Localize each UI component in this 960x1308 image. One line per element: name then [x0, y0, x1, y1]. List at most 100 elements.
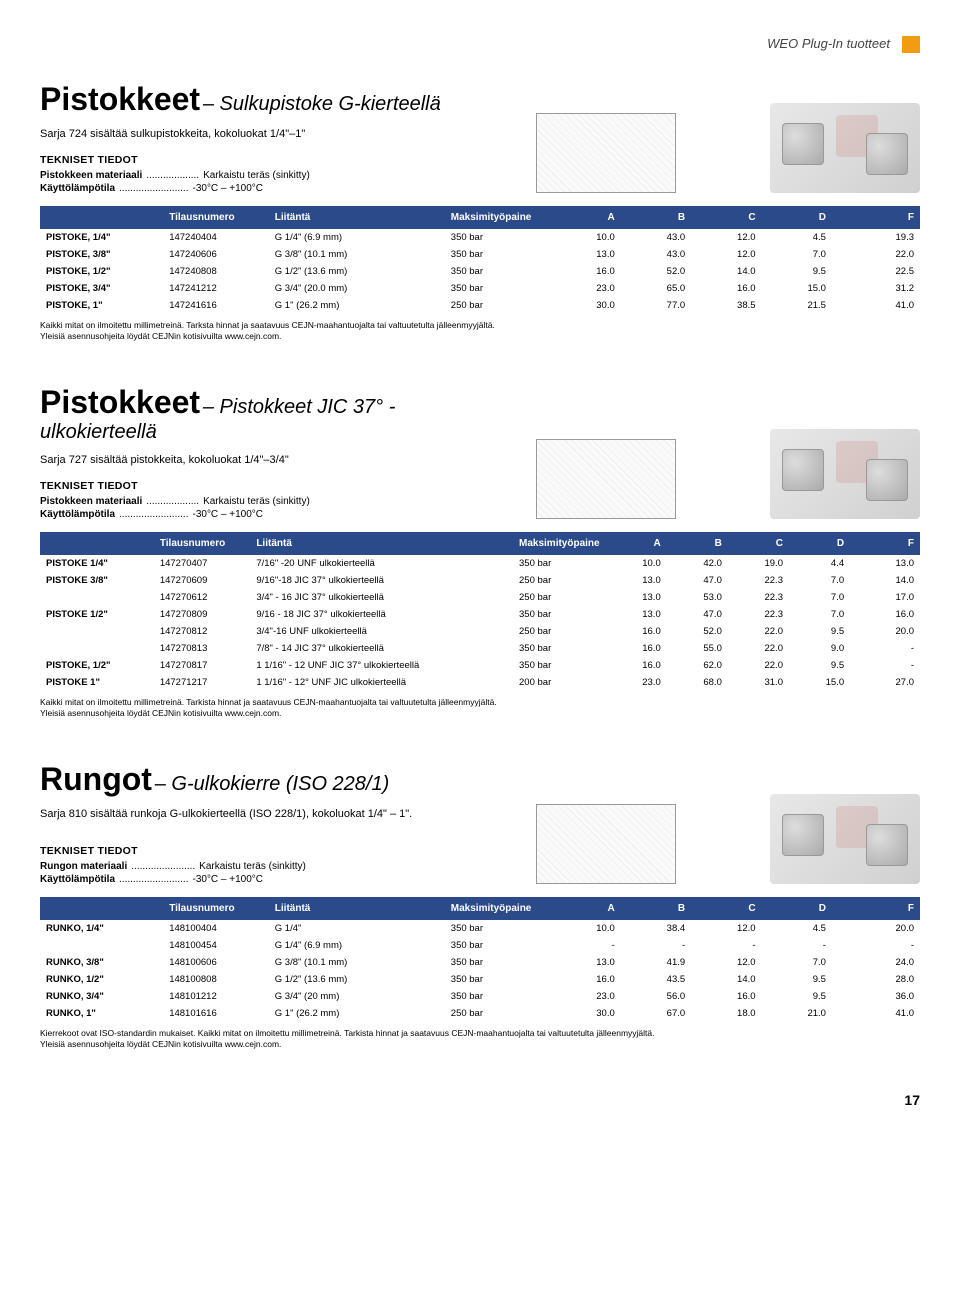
cell-conn: G 3/4" (20.0 mm) — [269, 280, 445, 297]
specs-row: Käyttölämpötila.........................… — [40, 509, 498, 520]
cell-conn: G 1/4" (6.9 mm) — [269, 229, 445, 246]
cell-f: 27.0 — [850, 674, 920, 691]
cell-mp: 350 bar — [445, 954, 551, 971]
row-label: PISTOKE 1/2" — [40, 606, 154, 623]
s2-specs: Pistokkeen materiaali...................… — [40, 496, 498, 520]
table-row: 1472708137/8" - 14 JIC 37° ulkokierteell… — [40, 640, 920, 657]
cell-f: 22.5 — [832, 263, 920, 280]
cell-c: 12.0 — [691, 920, 761, 937]
cell-d: 9.5 — [762, 988, 832, 1005]
cell-pn: 147240808 — [163, 263, 269, 280]
table-row: RUNKO, 3/8"148100606G 3/8" (10.1 mm)350 … — [40, 954, 920, 971]
specs-label: Pistokkeen materiaali — [40, 170, 142, 181]
cell-mp: 350 bar — [445, 263, 551, 280]
col-mp: Maksimityöpaine — [513, 532, 606, 555]
cell-c: 16.0 — [691, 988, 761, 1005]
col-c: C — [691, 897, 761, 920]
cell-b: - — [621, 937, 691, 954]
cell-a: 13.0 — [550, 954, 620, 971]
specs-value: -30°C – +100°C — [192, 874, 263, 885]
cell-d: 4.5 — [762, 229, 832, 246]
row-label: RUNKO, 3/8" — [40, 954, 163, 971]
s2-diagram — [536, 439, 676, 519]
specs-value: -30°C – +100°C — [192, 509, 263, 520]
table-row: PISTOKE 3/8"1472706099/16"-18 JIC 37° ul… — [40, 572, 920, 589]
col-pn: Tilausnumero — [163, 206, 269, 229]
cell-mp: 250 bar — [513, 623, 606, 640]
cell-mp: 350 bar — [513, 640, 606, 657]
cell-d: 7.0 — [789, 589, 850, 606]
cell-f: 13.0 — [850, 555, 920, 572]
row-label — [40, 589, 154, 606]
s3-footnote: Kierrekoot ovat ISO-standardin mukaiset.… — [40, 1028, 920, 1050]
cell-f: 24.0 — [832, 954, 920, 971]
cell-conn: G 1/2" (13.6 mm) — [269, 263, 445, 280]
col-pn: Tilausnumero — [154, 532, 251, 555]
cell-conn: G 1" (26.2 mm) — [269, 297, 445, 314]
cell-pn: 147271217 — [154, 674, 251, 691]
specs-dots: ......................... — [119, 874, 188, 885]
cell-mp: 350 bar — [445, 920, 551, 937]
s3-title: Rungot — [40, 761, 152, 797]
cell-pn: 148100454 — [163, 937, 269, 954]
table-row: RUNKO, 1/4"148100404G 1/4"350 bar10.038.… — [40, 920, 920, 937]
section-2: Pistokkeet – Pistokkeet JIC 37° -ulkokie… — [40, 384, 920, 719]
cell-b: 53.0 — [667, 589, 728, 606]
page-header: WEO Plug-In tuotteet — [40, 36, 920, 53]
cell-b: 43.5 — [621, 971, 691, 988]
cell-d: 9.5 — [789, 623, 850, 640]
row-label: PISTOKE, 3/8" — [40, 246, 163, 263]
s1-intro: Sarja 724 sisältää sulkupistokkeita, kok… — [40, 128, 498, 140]
specs-dots: ......................... — [119, 509, 188, 520]
col-mp: Maksimityöpaine — [445, 206, 551, 229]
cell-mp: 250 bar — [445, 1005, 551, 1022]
specs-dots: ................... — [146, 496, 199, 507]
cell-b: 42.0 — [667, 555, 728, 572]
s2-table: Tilausnumero Liitäntä Maksimityöpaine A … — [40, 532, 920, 691]
row-label: RUNKO, 1" — [40, 1005, 163, 1022]
s3-specs-head: TEKNISET TIEDOT — [40, 845, 498, 857]
cell-a: 10.0 — [550, 920, 620, 937]
cell-pn: 147241616 — [163, 297, 269, 314]
col-d: D — [762, 897, 832, 920]
table-row: PISTOKE, 1"147241616G 1" (26.2 mm)250 ba… — [40, 297, 920, 314]
s3-table: Tilausnumero Liitäntä Maksimityöpaine A … — [40, 897, 920, 1022]
col-f: F — [832, 206, 920, 229]
s2-product-image — [770, 429, 920, 519]
cell-pn: 147270612 — [154, 589, 251, 606]
cell-d: 7.0 — [762, 246, 832, 263]
specs-row: Käyttölämpötila.........................… — [40, 874, 498, 885]
specs-label: Käyttölämpötila — [40, 874, 115, 885]
col-b: B — [621, 206, 691, 229]
cell-d: 9.0 — [789, 640, 850, 657]
cell-conn: 9/16"-18 JIC 37° ulkokierteellä — [250, 572, 513, 589]
cell-c: 22.3 — [728, 589, 789, 606]
cell-a: 13.0 — [606, 589, 667, 606]
cell-c: 19.0 — [728, 555, 789, 572]
cell-f: 14.0 — [850, 572, 920, 589]
specs-value: -30°C – +100°C — [192, 183, 263, 194]
cell-c: 16.0 — [691, 280, 761, 297]
col-f: F — [832, 897, 920, 920]
cell-pn: 148100404 — [163, 920, 269, 937]
s2-specs-head: TEKNISET TIEDOT — [40, 480, 498, 492]
cell-d: 9.5 — [762, 263, 832, 280]
cell-c: 12.0 — [691, 246, 761, 263]
cell-d: 7.0 — [789, 572, 850, 589]
cell-a: 16.0 — [550, 971, 620, 988]
s1-table: Tilausnumero Liitäntä Maksimityöpaine A … — [40, 206, 920, 314]
table-row: RUNKO, 1"148101616G 1" (26.2 mm)250 bar3… — [40, 1005, 920, 1022]
cell-f: 20.0 — [832, 920, 920, 937]
cell-f: - — [850, 657, 920, 674]
s3-intro: Sarja 810 sisältää runkoja G-ulkokiertee… — [40, 808, 498, 820]
cell-mp: 350 bar — [445, 971, 551, 988]
cell-conn: G 1/2" (13.6 mm) — [269, 971, 445, 988]
specs-dots: ....................... — [131, 861, 195, 872]
cell-d: 9.5 — [789, 657, 850, 674]
cell-pn: 147270812 — [154, 623, 251, 640]
cell-pn: 147241212 — [163, 280, 269, 297]
specs-label: Rungon materiaali — [40, 861, 127, 872]
cell-d: 15.0 — [789, 674, 850, 691]
table-row: 1472708123/4"-16 UNF ulkokierteellä250 b… — [40, 623, 920, 640]
cell-a: 10.0 — [606, 555, 667, 572]
